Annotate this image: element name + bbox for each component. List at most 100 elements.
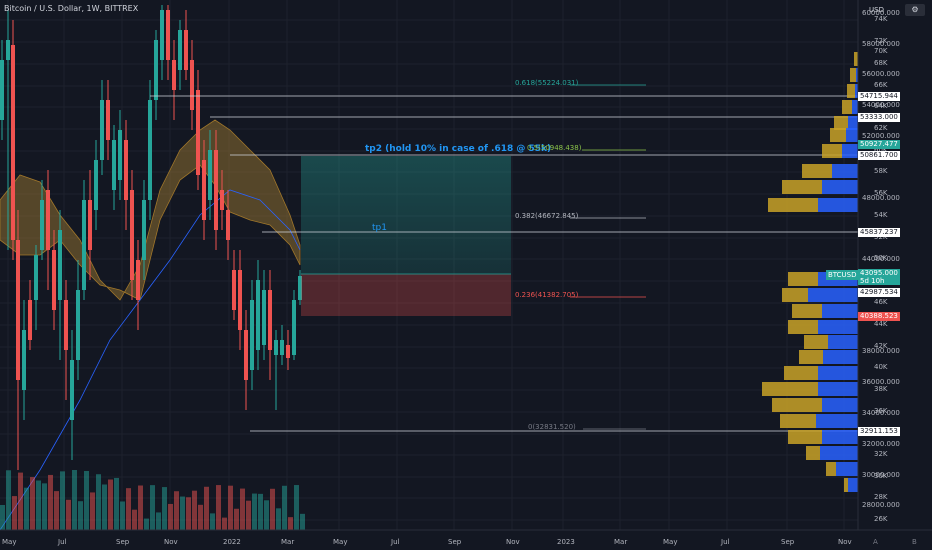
profile-up-bar [846,128,858,142]
volume-bars [0,470,305,530]
volume-bar [42,483,47,530]
volume-bar [72,470,77,530]
candle-body [64,300,68,350]
gear-icon[interactable]: ⚙ [905,4,925,16]
time-tick-label: Mar [614,538,628,546]
time-tick-label: Sep [448,538,462,546]
profile-up-bar [856,68,858,82]
fib-level-label: 0.382(46672.845) [515,212,579,220]
bar-countdown: 5d 10h [860,277,885,285]
price-tick-label: 38K [874,385,888,393]
auto-scale-button[interactable]: A [873,538,878,546]
profile-down-bar [780,414,816,428]
price-tick-label: 28K [874,493,888,501]
candle-body [130,190,134,280]
candle-body [166,10,170,60]
time-tick-label: Nov [506,538,520,546]
volume-bar [6,470,11,530]
symbol-title[interactable]: Bitcoin / U.S. Dollar, 1W, BITTREX [4,4,139,13]
volume-bar [0,505,5,530]
price-tick-label: 64K [874,102,888,110]
price-marker: 42987.534 [858,288,900,297]
volume-bar [282,485,287,530]
volume-bar [294,485,299,530]
time-tick-label: 2023 [557,538,575,546]
volume-bar [168,503,173,530]
candle-body [106,100,110,140]
candle-body [16,240,20,380]
volume-bar [90,492,95,530]
candle-body [250,300,254,370]
price-tick-label: 52K [874,233,888,241]
candle-body [88,200,92,250]
price-tick-label: 36000.000 [862,378,900,386]
current-price-badge: BTCUSD [826,270,859,280]
volume-bar [174,491,179,530]
volume-bar [138,485,143,530]
price-tick-label: 60K [874,146,888,154]
volume-bar [300,513,305,530]
price-tick-label: 66K [874,81,888,89]
price-tick-label: 38000.000 [862,347,900,355]
profile-up-bar [842,144,858,158]
volume-bar [102,484,107,530]
profile-down-bar [792,304,822,318]
volume-bar [288,517,293,530]
price-tick-label: 62K [874,124,888,132]
profile-down-bar [788,430,822,444]
candle-body [298,276,302,300]
candle-body [34,255,38,300]
profile-up-bar [816,414,858,428]
fib-level-label: 0.5(50948.438) [527,144,582,152]
volume-bar [186,497,191,530]
volume-bar [12,496,17,530]
candle-body [100,100,104,160]
candle-body [70,360,74,420]
time-tick-label: Jul [58,538,67,546]
candle-body [286,345,290,358]
profile-down-bar [762,382,818,396]
volume-bar [222,517,227,530]
profile-down-bar [854,52,858,66]
candlesticks [0,5,302,470]
candle-body [136,260,140,300]
profile-down-bar [822,144,842,158]
volume-bar [84,470,89,530]
fib-level-label: 0(32831.520) [528,423,576,431]
profile-up-bar [848,116,858,130]
candle-body [52,250,56,310]
profile-up-bar [818,382,858,396]
candle-body [46,190,50,250]
price-tick-label: 60000.000 [862,9,900,17]
volume-bar [270,488,275,530]
price-tick-label: 30000.000 [862,471,900,479]
candle-body [214,150,218,230]
profile-down-bar [782,288,808,302]
profile-down-bar [844,478,848,492]
price-tick-label: 30K [874,472,888,480]
candle-body [208,150,212,200]
price-tick-label: 58000.000 [862,40,900,48]
profile-down-bar [806,446,820,460]
candle-body [0,60,4,120]
candle-body [40,200,44,250]
candle-body [202,160,206,220]
profile-down-bar [802,164,832,178]
candle-body [124,140,128,200]
loss-zone [301,274,511,316]
log-scale-button[interactable]: B [912,538,917,546]
candle-body [142,200,146,260]
volume-bar [78,501,83,530]
volume-bar [246,500,251,530]
volume-bar [120,501,125,530]
candle-body [274,340,278,355]
volume-bar [162,487,167,530]
volume-bar [96,474,101,530]
candle-body [148,100,152,200]
volume-bar [24,487,29,530]
fib-level-label: 0.618(55224.031) [515,79,579,87]
candle-body [178,30,182,70]
volume-bar [258,493,263,530]
currency-label[interactable]: USD [869,6,884,14]
